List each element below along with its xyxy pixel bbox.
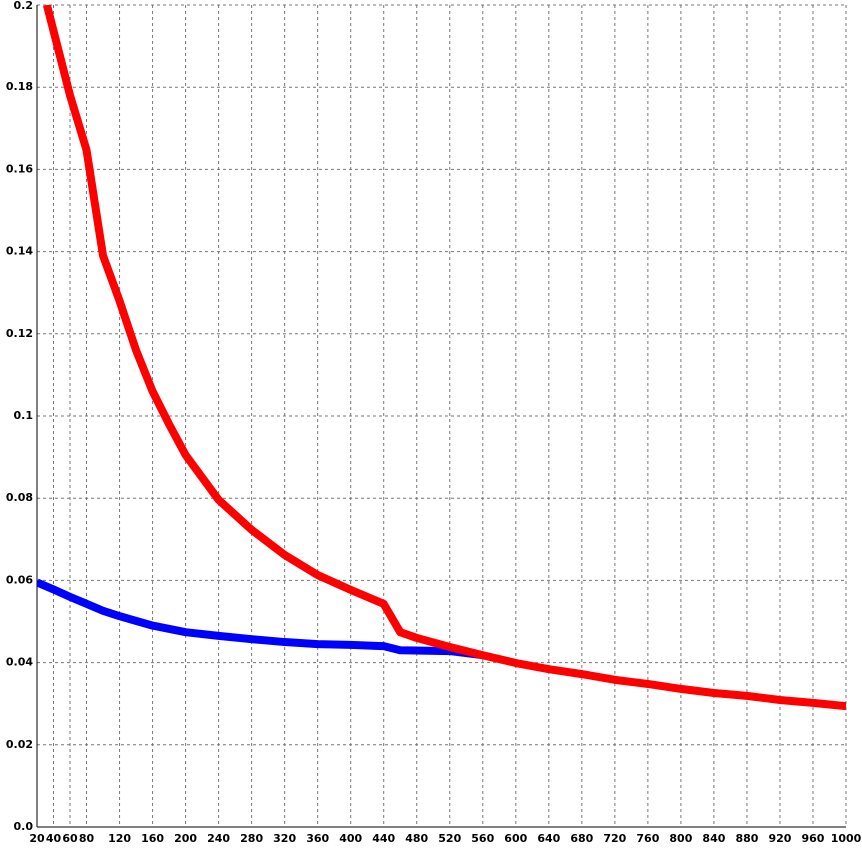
x-tick-label: 200 (174, 832, 197, 845)
x-tick-label: 160 (141, 832, 164, 845)
x-tick-label: 240 (207, 832, 230, 845)
x-tick-label: 520 (438, 832, 461, 845)
y-tick-label: 0.12 (6, 327, 33, 340)
y-tick-label: 0.04 (6, 656, 33, 669)
line-series (43, 5, 846, 711)
x-tick-label: 680 (570, 832, 593, 845)
x-tick-label: 320 (273, 832, 296, 845)
x-tick-label: 60 (62, 832, 78, 845)
x-tick-label: 640 (537, 832, 560, 845)
y-tick-label: 0.02 (6, 738, 33, 751)
x-tick-label: 360 (306, 832, 329, 845)
x-tick-label: 1000 (831, 832, 862, 845)
y-tick-label: 0.2 (14, 0, 34, 12)
y-tick-label: 0.1 (14, 409, 34, 422)
x-tick-label: 40 (46, 832, 62, 845)
x-tick-label: 120 (108, 832, 131, 845)
line-series (37, 578, 484, 660)
x-tick-label: 560 (471, 832, 494, 845)
x-tick-label: 600 (504, 832, 527, 845)
y-tick-label: 0.0 (14, 820, 34, 833)
x-tick-label: 720 (603, 832, 626, 845)
y-tick-label: 0.08 (6, 491, 33, 504)
x-tick-label: 400 (339, 832, 362, 845)
x-tick-label: 760 (636, 832, 659, 845)
x-tick-label: 480 (405, 832, 428, 845)
x-tick-label: 440 (372, 832, 395, 845)
y-tick-label: 0.18 (6, 80, 33, 93)
y-tick-label: 0.16 (6, 162, 33, 175)
x-tick-label: 920 (768, 832, 791, 845)
x-tick-label: 280 (240, 832, 263, 845)
y-tick-label: 0.06 (6, 573, 33, 586)
x-tick-label: 80 (79, 832, 95, 845)
x-tick-label: 840 (702, 832, 725, 845)
x-tick-label: 960 (801, 832, 824, 845)
x-tick-label: 800 (669, 832, 692, 845)
x-tick-label: 20 (29, 832, 45, 845)
x-tick-label: 880 (735, 832, 758, 845)
y-tick-label: 0.14 (6, 245, 33, 258)
